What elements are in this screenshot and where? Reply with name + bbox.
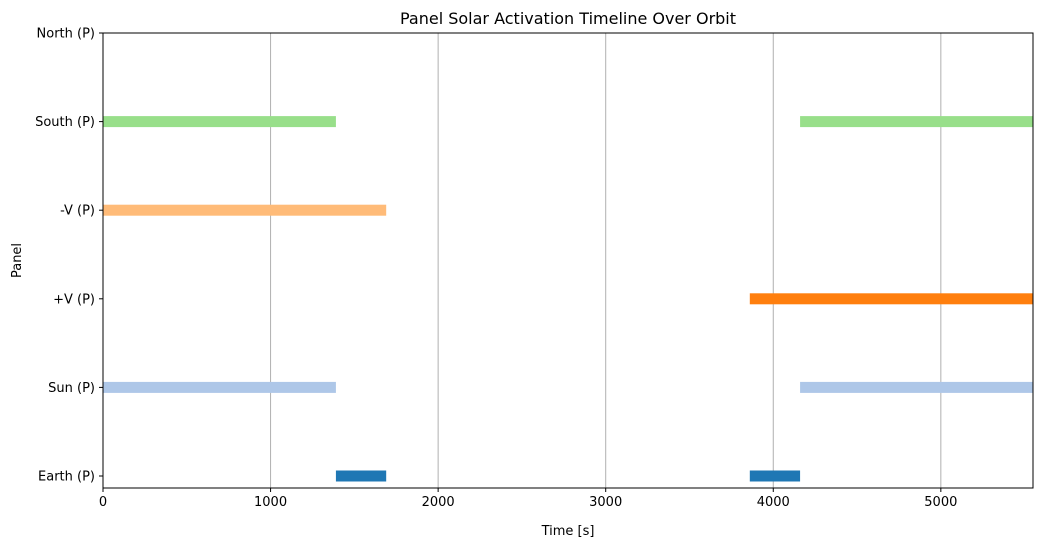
activation-bar xyxy=(749,470,801,482)
x-tick-label: 3000 xyxy=(589,495,622,510)
x-tick-label: 1000 xyxy=(254,495,287,510)
y-axis-ticks: Earth (P) Sun (P) +V (P) -V (P) South (P) Nor… xyxy=(35,27,103,485)
activation-bar xyxy=(800,116,1033,128)
x-tick-label: 5000 xyxy=(924,495,957,510)
bar-layer xyxy=(103,116,1033,482)
x-tick-label: 4000 xyxy=(757,495,790,510)
x-axis-label: Time [s] xyxy=(541,524,595,539)
activation-bar xyxy=(103,204,387,216)
plot-frame xyxy=(102,32,1034,489)
grid-layer xyxy=(102,33,942,488)
chart-title: Panel Solar Activation Timeline Over Orb… xyxy=(400,9,736,28)
y-tick-label: Sun (P) xyxy=(48,381,95,396)
y-tick-label: North (P) xyxy=(37,27,95,42)
y-tick-label: +V (P) xyxy=(53,292,95,307)
activation-bar xyxy=(103,381,336,393)
activation-bar xyxy=(103,116,336,128)
y-tick-label: Earth (P) xyxy=(38,470,95,485)
x-tick-label: 2000 xyxy=(422,495,455,510)
x-tick-label: 0 xyxy=(99,495,107,510)
activation-bar xyxy=(800,381,1033,393)
activation-bar xyxy=(335,470,387,482)
activation-bar xyxy=(749,293,1033,305)
y-axis-label: Panel xyxy=(10,243,25,278)
x-axis-ticks: 0 1000 2000 3000 4000 5000 xyxy=(99,488,957,510)
y-tick-label: South (P) xyxy=(35,115,95,130)
y-tick-label: -V (P) xyxy=(60,204,95,219)
